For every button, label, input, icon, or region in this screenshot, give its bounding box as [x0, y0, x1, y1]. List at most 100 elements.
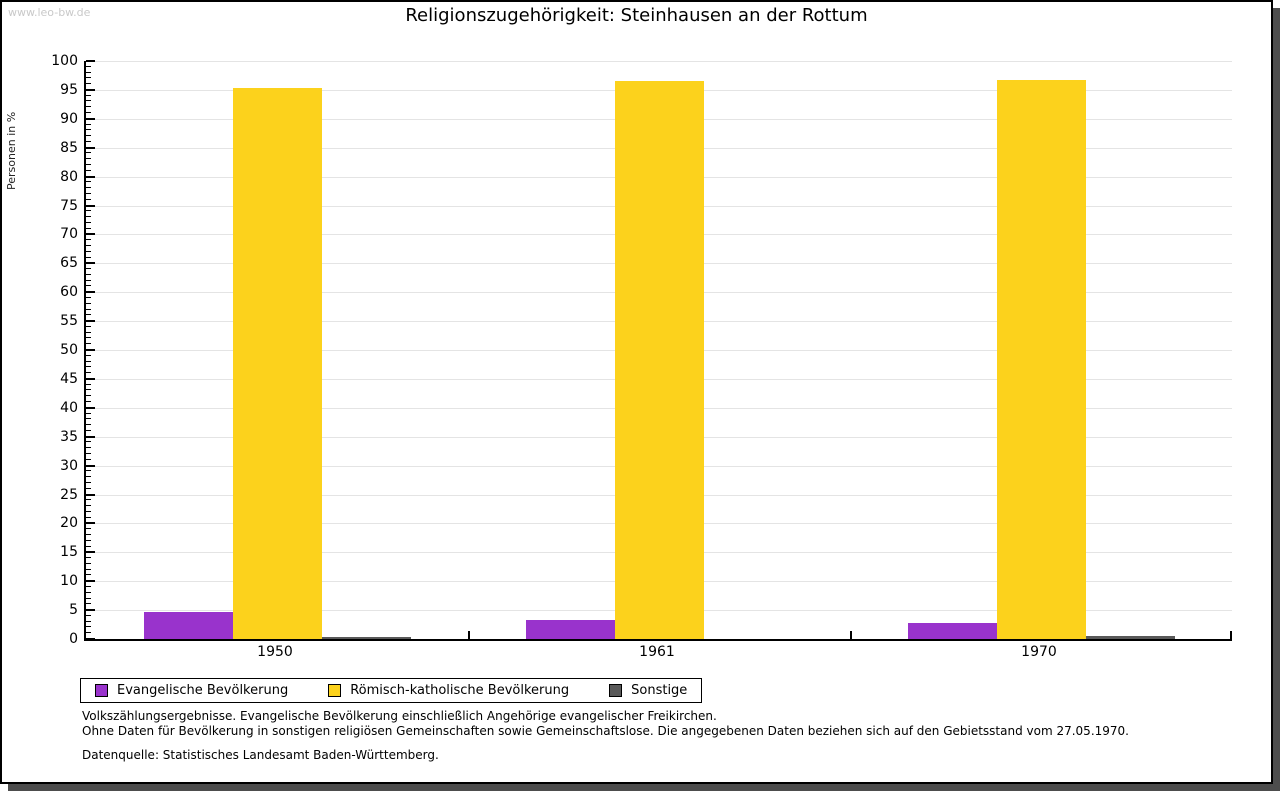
bar-1970-0: [907, 623, 997, 639]
y-tick-minor: [86, 383, 91, 385]
y-tick-minor: [86, 487, 91, 489]
y-tick-minor: [86, 458, 91, 460]
y-tick-label: 55: [60, 313, 78, 330]
y-tick-minor: [86, 505, 91, 507]
y-tick-major: [86, 291, 95, 294]
y-tick-major: [86, 349, 95, 351]
y-tick-minor: [86, 354, 91, 356]
y-tick-major: [86, 146, 95, 149]
y-tick-minor: [86, 533, 91, 535]
y-tick-label: 50: [60, 342, 78, 358]
bar-1950-1: [232, 88, 322, 639]
legend-item-katholisch: Römisch-katholische Bevölkerung: [328, 683, 569, 698]
y-tick-minor: [86, 65, 91, 67]
x-axis-tick: [1230, 631, 1232, 639]
y-tick-label: 90: [60, 110, 78, 127]
y-tick-minor: [86, 239, 91, 241]
plot-area: [84, 60, 1232, 641]
y-tick-minor: [86, 424, 91, 426]
y-tick-minor: [86, 94, 91, 96]
y-tick-minor: [86, 528, 91, 530]
y-tick-minor: [86, 626, 91, 628]
y-tick-minor: [86, 557, 91, 559]
y-tick-minor: [86, 273, 91, 275]
bar-1961-0: [525, 619, 615, 639]
x-tick-label: 1961: [639, 644, 675, 660]
y-tick-major: [86, 377, 95, 380]
y-tick-label: 20: [60, 515, 78, 532]
legend-swatch-katholisch-icon: [328, 684, 342, 697]
legend-label-sonstige: Sonstige: [631, 683, 688, 698]
y-tick-label: 0: [69, 631, 78, 647]
y-tick-major: [86, 493, 95, 496]
y-tick-major: [86, 464, 95, 467]
y-tick-major: [86, 609, 95, 612]
y-tick-major: [86, 88, 95, 91]
y-tick-major: [86, 435, 95, 438]
y-tick-minor: [86, 591, 91, 593]
y-tick-minor: [86, 412, 91, 414]
y-tick-label: 80: [60, 168, 78, 185]
y-tick-minor: [86, 250, 91, 252]
y-tick-minor: [86, 539, 91, 541]
y-tick-minor: [86, 152, 91, 154]
legend-label-katholisch: Römisch-katholische Bevölkerung: [350, 683, 570, 698]
bar-1970-1: [996, 79, 1086, 639]
y-tick-minor: [86, 568, 91, 570]
y-tick-minor: [86, 198, 91, 200]
y-tick-minor: [86, 140, 91, 142]
footnotes: Volkszählungsergebnisse. Evangelische Be…: [82, 709, 1129, 739]
y-tick-minor: [86, 481, 91, 483]
y-tick-minor: [86, 632, 91, 634]
y-tick-minor: [86, 83, 91, 85]
y-tick-minor: [86, 100, 91, 102]
y-tick-minor: [86, 221, 91, 223]
y-tick-minor: [86, 603, 91, 605]
y-tick-minor: [86, 187, 91, 189]
y-tick-label: 65: [60, 255, 78, 272]
y-tick-minor: [86, 499, 91, 501]
y-tick-label: 30: [60, 457, 78, 474]
y-tick-minor: [86, 620, 91, 622]
y-tick-major: [86, 638, 95, 640]
y-tick-minor: [86, 325, 91, 327]
y-tick-minor: [86, 389, 91, 391]
y-tick-major: [86, 522, 95, 525]
y-tick-major: [86, 233, 95, 236]
x-tick-label: 1950: [257, 644, 293, 660]
y-tick-minor: [86, 285, 91, 287]
y-tick-minor: [86, 227, 91, 229]
y-tick-label: 45: [60, 370, 78, 387]
y-tick-minor: [86, 210, 91, 212]
y-tick-minor: [86, 516, 91, 518]
bar-1950-0: [143, 612, 233, 639]
bar-1950-2: [321, 637, 411, 639]
y-tick-minor: [86, 181, 91, 183]
y-tick-minor: [86, 106, 91, 108]
y-tick-minor: [86, 562, 91, 564]
y-tick-minor: [86, 476, 91, 478]
x-tick-label: 1970: [1021, 644, 1057, 660]
window-shadow-bottom: [8, 784, 1273, 791]
y-tick-minor: [86, 614, 91, 616]
y-tick-major: [86, 117, 95, 120]
y-tick-minor: [86, 244, 91, 246]
y-tick-minor: [86, 331, 91, 333]
footnote-line-1: Volkszählungsergebnisse. Evangelische Be…: [82, 709, 717, 723]
y-tick-label: 70: [60, 226, 78, 243]
y-tick-minor: [86, 429, 91, 431]
y-tick-label: 35: [60, 428, 78, 445]
y-tick-minor: [86, 574, 91, 576]
y-tick-label: 60: [60, 284, 78, 301]
watermark: www.leo-bw.de: [8, 6, 91, 19]
y-tick-minor: [86, 164, 91, 166]
y-tick-label: 5: [69, 602, 78, 619]
y-tick-minor: [86, 135, 91, 137]
y-tick-minor: [86, 216, 91, 218]
y-tick-minor: [86, 447, 91, 449]
y-tick-minor: [86, 343, 91, 345]
y-tick-minor: [86, 337, 91, 339]
y-axis-title: Personen in %: [5, 111, 18, 190]
y-tick-minor: [86, 470, 91, 472]
